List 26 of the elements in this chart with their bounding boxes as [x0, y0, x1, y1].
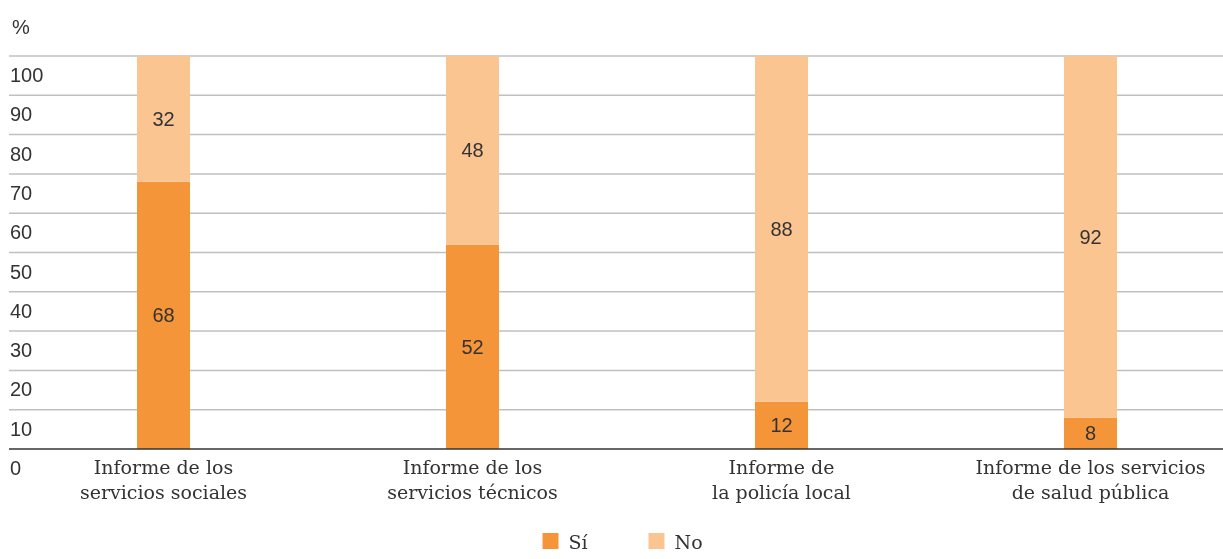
- y-tick-label: 40: [10, 299, 33, 322]
- data-label: 48: [461, 139, 484, 162]
- y-tick-label: 10: [10, 417, 33, 440]
- y-tick-label: 30: [10, 339, 33, 362]
- y-tick-label: 70: [10, 181, 33, 204]
- y-tick-label: 50: [10, 260, 33, 283]
- data-label: 68: [152, 304, 175, 327]
- data-label: 12: [770, 414, 793, 437]
- y-tick-label: 0: [10, 457, 22, 479]
- x-tick-label: Informe de los servicios sociales: [79, 456, 248, 503]
- y-tick-label: 90: [10, 103, 33, 126]
- data-label: 32: [152, 107, 175, 130]
- data-label: 8: [1084, 422, 1097, 445]
- y-tick-label: 20: [10, 378, 33, 401]
- x-tick-label: Informe de los servicios de salud pública: [975, 456, 1206, 503]
- data-label: 92: [1079, 225, 1102, 248]
- y-tick-label: 100: [10, 64, 44, 86]
- data-label: 88: [770, 217, 793, 240]
- y-tick-label: 80: [10, 142, 33, 165]
- x-tick-label: Informe de la policía local: [712, 456, 851, 503]
- data-label: 52: [461, 335, 484, 358]
- legend-label: No: [674, 531, 703, 553]
- legend-label: Sí: [568, 531, 589, 553]
- x-tick-label: Informe de los servicios técnicos: [387, 456, 558, 503]
- y-axis-title: %: [12, 16, 30, 38]
- y-tick-label: 60: [10, 221, 33, 244]
